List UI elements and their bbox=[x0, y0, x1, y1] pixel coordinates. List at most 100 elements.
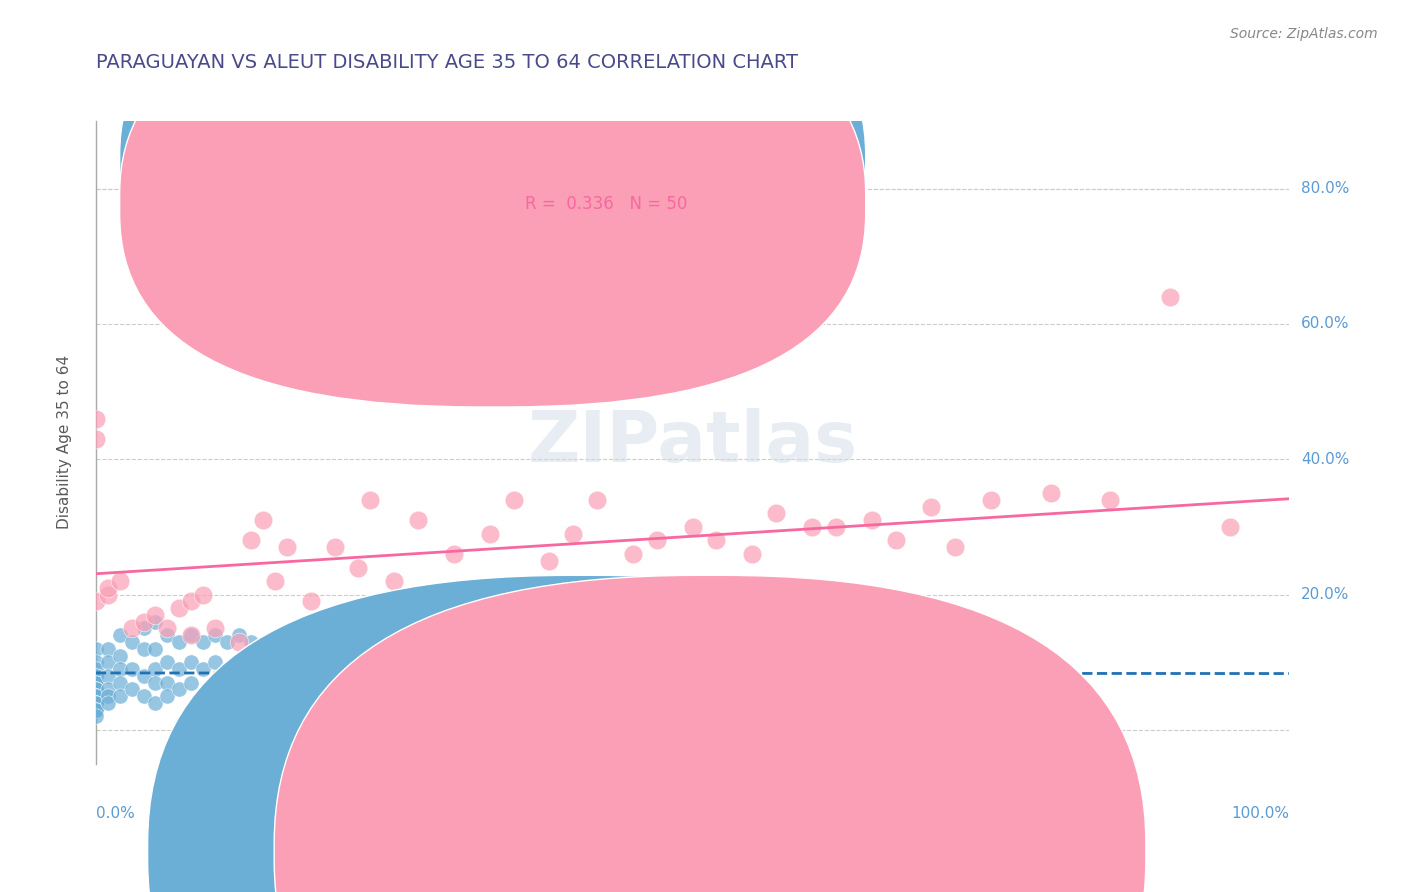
Point bbox=[860, 513, 883, 527]
Point bbox=[180, 656, 202, 670]
Point bbox=[299, 594, 322, 608]
Text: PARAGUAYAN VS ALEUT DISABILITY AGE 35 TO 64 CORRELATION CHART: PARAGUAYAN VS ALEUT DISABILITY AGE 35 TO… bbox=[96, 53, 797, 72]
Point bbox=[132, 615, 155, 629]
Point bbox=[980, 492, 1002, 507]
Point bbox=[121, 622, 143, 636]
Text: Paraguayans: Paraguayans bbox=[565, 843, 672, 861]
Point bbox=[108, 574, 131, 588]
Point bbox=[406, 513, 429, 527]
Point bbox=[502, 492, 524, 507]
Point bbox=[1219, 520, 1241, 534]
Point bbox=[97, 669, 120, 683]
Point bbox=[132, 641, 155, 656]
Point bbox=[97, 656, 120, 670]
Point bbox=[145, 615, 167, 629]
Point bbox=[239, 635, 262, 649]
Point bbox=[228, 656, 250, 670]
Point bbox=[108, 628, 131, 642]
Point bbox=[132, 689, 155, 703]
Point bbox=[884, 533, 907, 548]
Point bbox=[276, 541, 298, 555]
Point bbox=[920, 500, 942, 514]
Point bbox=[1039, 486, 1062, 500]
Text: R = -0.001   N = 65: R = -0.001 N = 65 bbox=[526, 157, 689, 175]
Point bbox=[765, 507, 787, 521]
Point bbox=[108, 689, 131, 703]
Point bbox=[145, 607, 167, 622]
Point bbox=[228, 635, 250, 649]
Point bbox=[478, 526, 501, 541]
Point bbox=[84, 689, 107, 703]
Point bbox=[97, 682, 120, 697]
Point bbox=[156, 622, 179, 636]
Point bbox=[84, 641, 107, 656]
Point bbox=[84, 703, 107, 717]
Point bbox=[741, 547, 763, 561]
Point bbox=[108, 648, 131, 663]
Point bbox=[706, 533, 728, 548]
Point bbox=[204, 628, 226, 642]
Point bbox=[97, 689, 120, 703]
Point bbox=[84, 696, 107, 710]
Point bbox=[84, 669, 107, 683]
Point bbox=[97, 581, 120, 595]
Point bbox=[562, 526, 585, 541]
Point bbox=[97, 641, 120, 656]
Point bbox=[1099, 492, 1122, 507]
Point bbox=[193, 635, 215, 649]
Point bbox=[108, 675, 131, 690]
Point bbox=[84, 689, 107, 703]
Point bbox=[204, 656, 226, 670]
Point bbox=[145, 662, 167, 676]
Point bbox=[180, 628, 202, 642]
Point bbox=[943, 541, 966, 555]
Point bbox=[263, 574, 285, 588]
Point bbox=[84, 675, 107, 690]
Point bbox=[228, 628, 250, 642]
Point bbox=[84, 703, 107, 717]
Point bbox=[682, 520, 704, 534]
FancyBboxPatch shape bbox=[120, 0, 866, 407]
Point bbox=[145, 675, 167, 690]
Point bbox=[217, 635, 239, 649]
Point bbox=[84, 696, 107, 710]
Point bbox=[156, 675, 179, 690]
Point bbox=[1159, 290, 1181, 304]
Point bbox=[84, 696, 107, 710]
Point bbox=[169, 682, 191, 697]
Point bbox=[347, 560, 370, 574]
Point bbox=[645, 533, 668, 548]
Point bbox=[84, 703, 107, 717]
Text: 0.0%: 0.0% bbox=[96, 805, 135, 821]
Point bbox=[84, 682, 107, 697]
Y-axis label: Disability Age 35 to 64: Disability Age 35 to 64 bbox=[58, 355, 72, 530]
Text: 100.0%: 100.0% bbox=[1232, 805, 1289, 821]
Point bbox=[108, 662, 131, 676]
Text: 20.0%: 20.0% bbox=[1302, 587, 1350, 602]
Point bbox=[84, 662, 107, 676]
Point bbox=[193, 662, 215, 676]
Point bbox=[84, 689, 107, 703]
Text: 80.0%: 80.0% bbox=[1302, 181, 1350, 196]
Point bbox=[180, 675, 202, 690]
Point bbox=[84, 656, 107, 670]
FancyBboxPatch shape bbox=[449, 130, 806, 236]
Point bbox=[84, 669, 107, 683]
Point bbox=[84, 689, 107, 703]
Point bbox=[97, 696, 120, 710]
Point bbox=[84, 682, 107, 697]
Point bbox=[621, 547, 644, 561]
Point bbox=[586, 492, 609, 507]
Point bbox=[145, 696, 167, 710]
Point bbox=[84, 594, 107, 608]
Point bbox=[193, 588, 215, 602]
Point bbox=[180, 594, 202, 608]
Point bbox=[801, 520, 824, 534]
Point bbox=[84, 675, 107, 690]
Point bbox=[443, 547, 465, 561]
Point bbox=[239, 533, 262, 548]
Point bbox=[156, 689, 179, 703]
Point bbox=[169, 662, 191, 676]
Point bbox=[382, 574, 405, 588]
Point bbox=[252, 513, 274, 527]
